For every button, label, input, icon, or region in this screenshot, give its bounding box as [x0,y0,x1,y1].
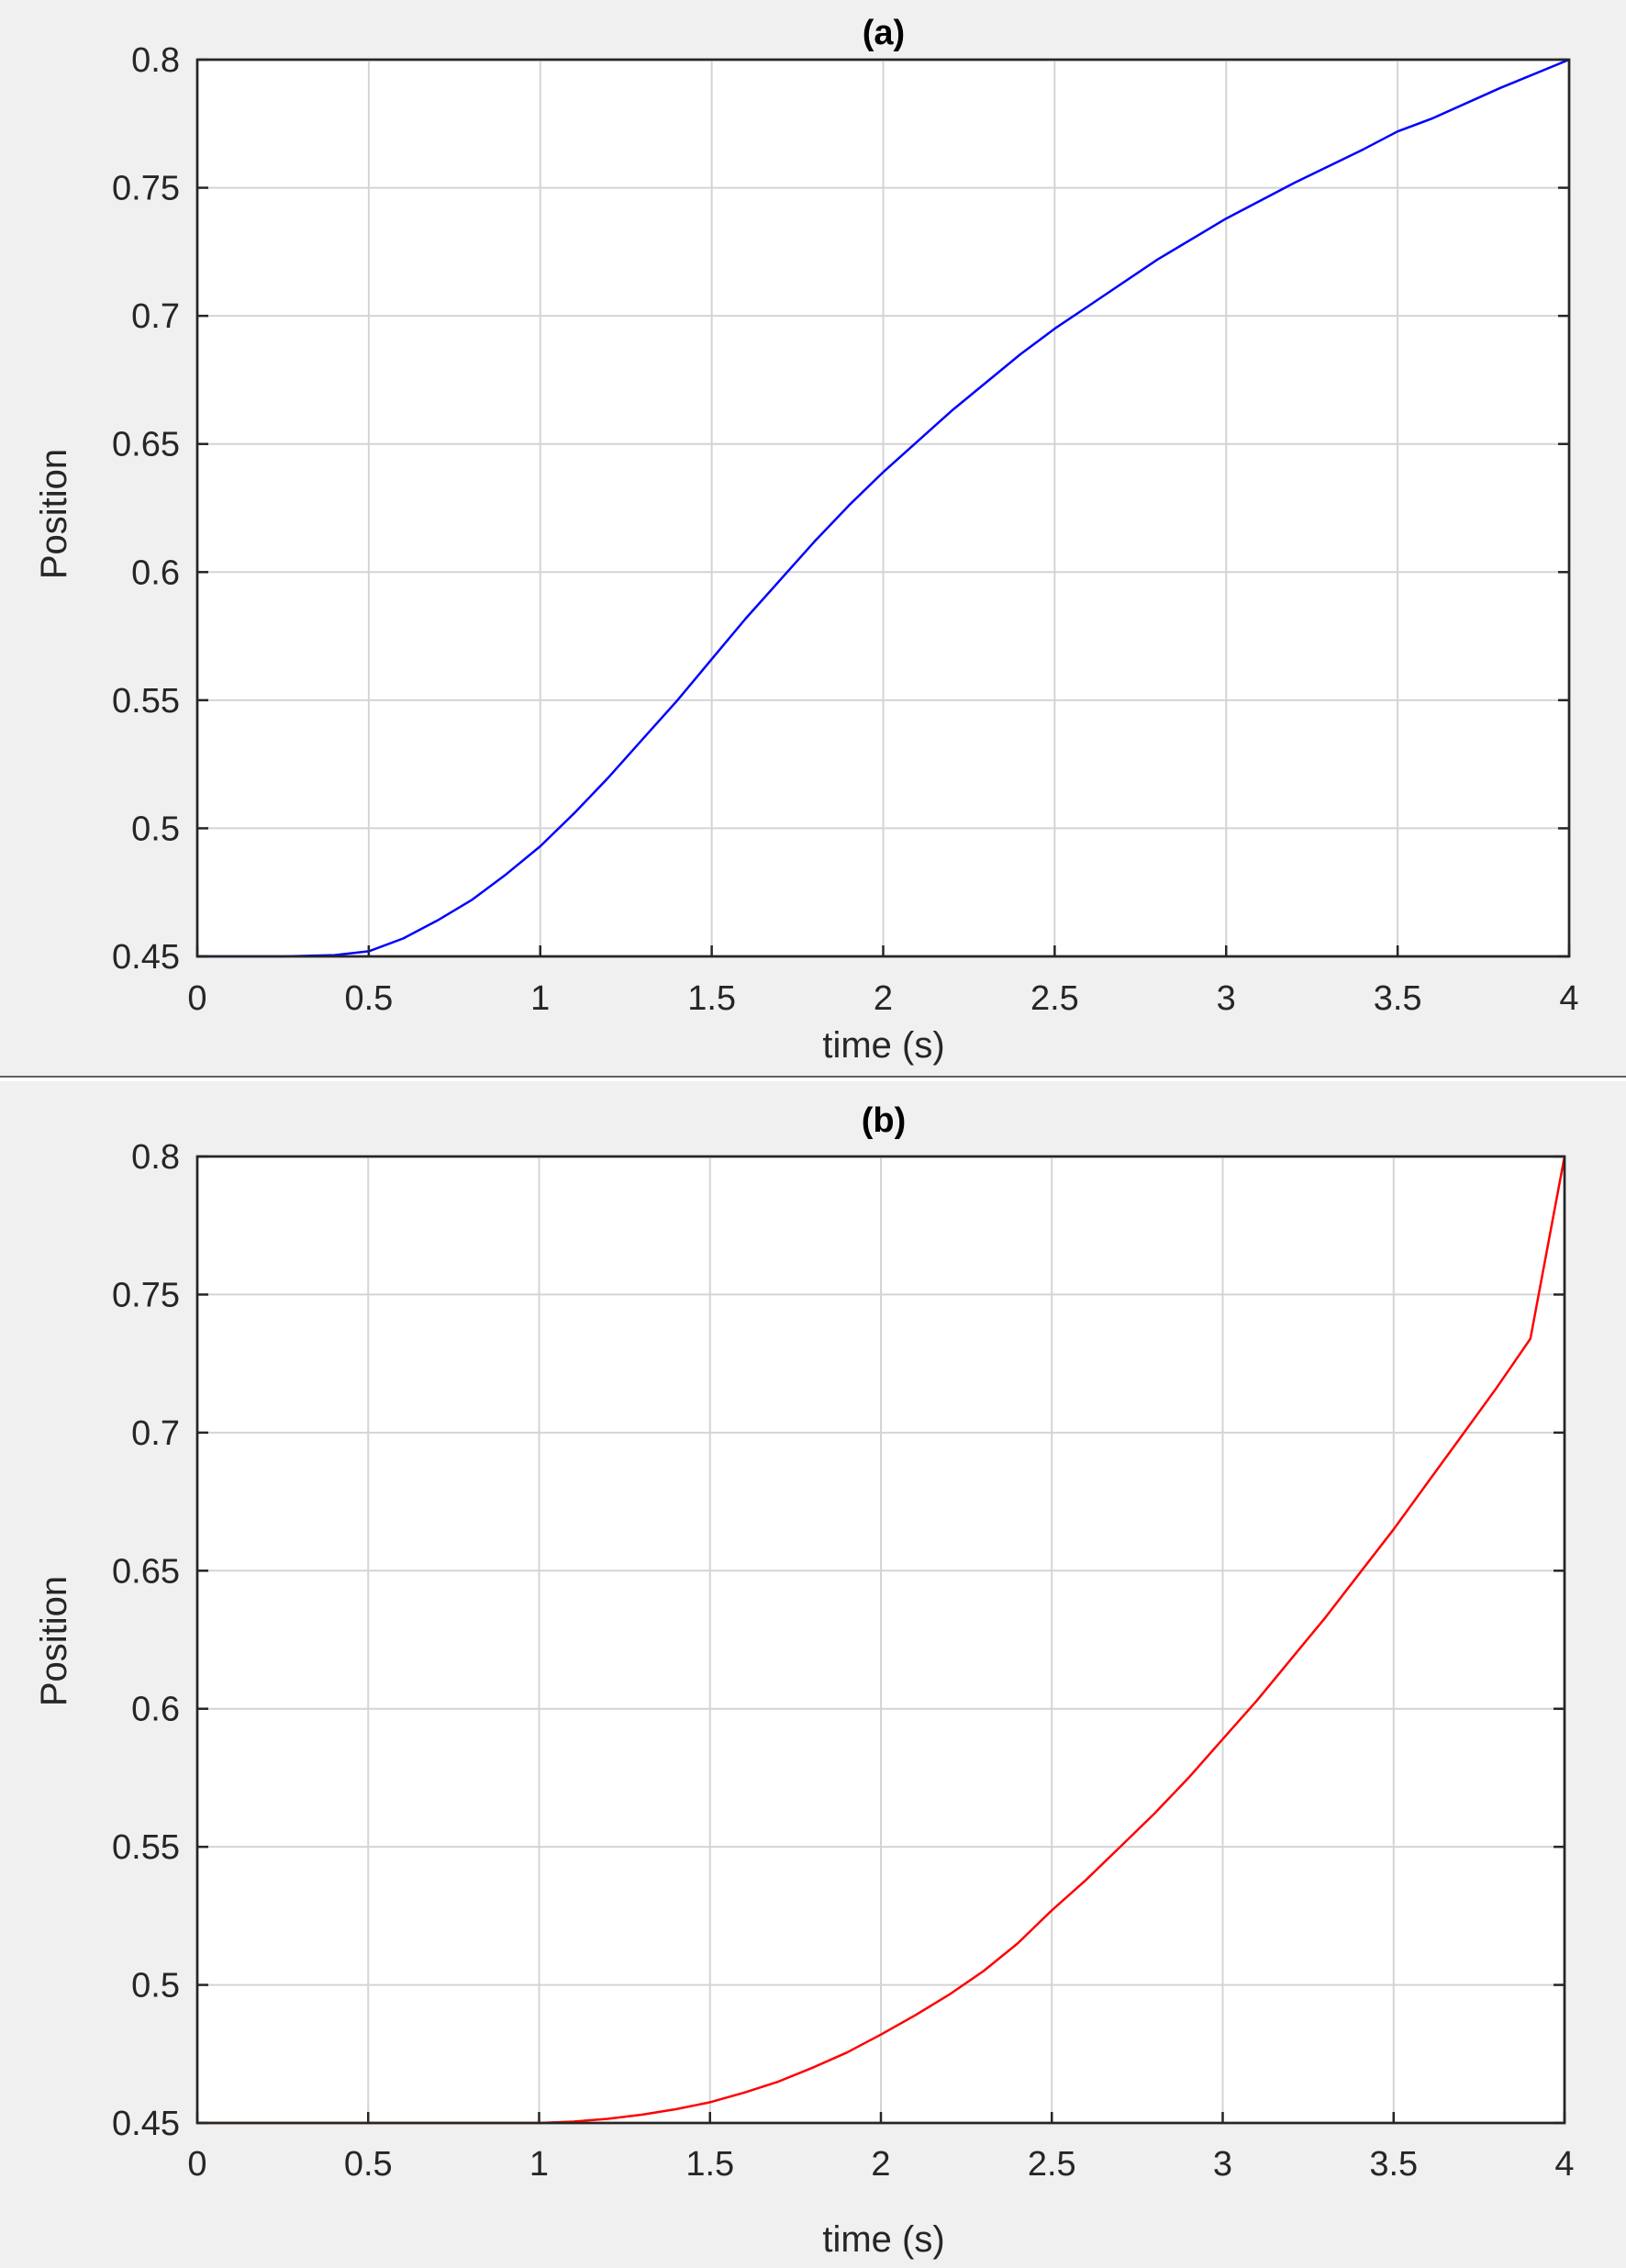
chart-b-y-tick-label: 0.8 [131,1138,180,1177]
chart-b-y-tick-label: 0.6 [131,1691,180,1729]
chart-b-xlabel: time (s) [822,2219,944,2260]
chart-a-y-tick-label: 0.65 [112,426,180,464]
chart-b-y-tick-label: 0.65 [112,1552,180,1591]
chart-a-title: (a) [863,14,905,52]
chart-a-x-tick-label: 4 [1559,979,1578,1018]
chart-b: (b) Position time (s) 0 0.5 1 1.5 2 2.5 3 3.5 4 0… [34,1101,1575,2260]
panel-divider [0,1076,1626,1081]
chart-b-x-tick-label: 4 [1554,2145,1574,2184]
chart-a-y-tick-label: 0.45 [112,938,180,977]
chart-b-y-tick-label: 0.5 [131,1967,180,2005]
chart-a-y-tick-label: 0.75 [112,170,180,208]
chart-b-y-tick-label: 0.55 [112,1828,180,1867]
chart-b-title: (b) [862,1101,907,1140]
chart-a: (a) Position time (s) 0 0.5 1 1.5 2 2.5 3 3.5 4 0… [34,14,1579,1066]
chart-a-series-line [197,58,1570,958]
chart-a-xlabel: time (s) [822,1025,944,1066]
chart-b-y-tick-label: 0.7 [131,1414,180,1453]
chart-a-ylabel: Position [34,449,74,579]
chart-a-y-tick-label: 0.5 [131,810,180,848]
chart-a-y-tick-label: 0.6 [131,553,180,592]
chart-b-x-tick-label: 2 [871,2145,890,2184]
chart-b-x-tick-label: 1 [529,2145,549,2184]
chart-b-y-tick-label: 0.45 [112,2105,180,2143]
chart-a-x-tick-label: 1.5 [687,979,736,1018]
chart-a-y-tick-label: 0.8 [131,41,180,80]
chart-a-x-tick-label: 2.5 [1030,979,1079,1018]
chart-a-x-tick-label: 2 [874,979,893,1018]
chart-a-y-tick-label: 0.55 [112,682,180,721]
chart-a-x-tick-label: 0.5 [344,979,393,1018]
chart-b-x-tick-label: 1.5 [685,2145,734,2184]
chart-b-ylabel: Position [34,1576,74,1706]
chart-b-x-tick-label: 3 [1213,2145,1232,2184]
chart-a-y-tick-label: 0.7 [131,297,180,336]
chart-b-x-tick-label: 3.5 [1369,2145,1418,2184]
chart-a-x-tick-label: 3.5 [1374,979,1422,1018]
chart-a-x-tick-label: 0 [187,979,206,1018]
chart-b-series-line [197,1156,1566,2125]
chart-b-x-tick-label: 2.5 [1028,2145,1076,2184]
chart-b-x-tick-label: 0.5 [344,2145,393,2184]
chart-b-x-tick-label: 0 [187,2145,206,2184]
chart-a-x-tick-label: 1 [530,979,550,1018]
chart-a-x-tick-label: 3 [1217,979,1236,1018]
chart-b-y-tick-label: 0.75 [112,1276,180,1314]
